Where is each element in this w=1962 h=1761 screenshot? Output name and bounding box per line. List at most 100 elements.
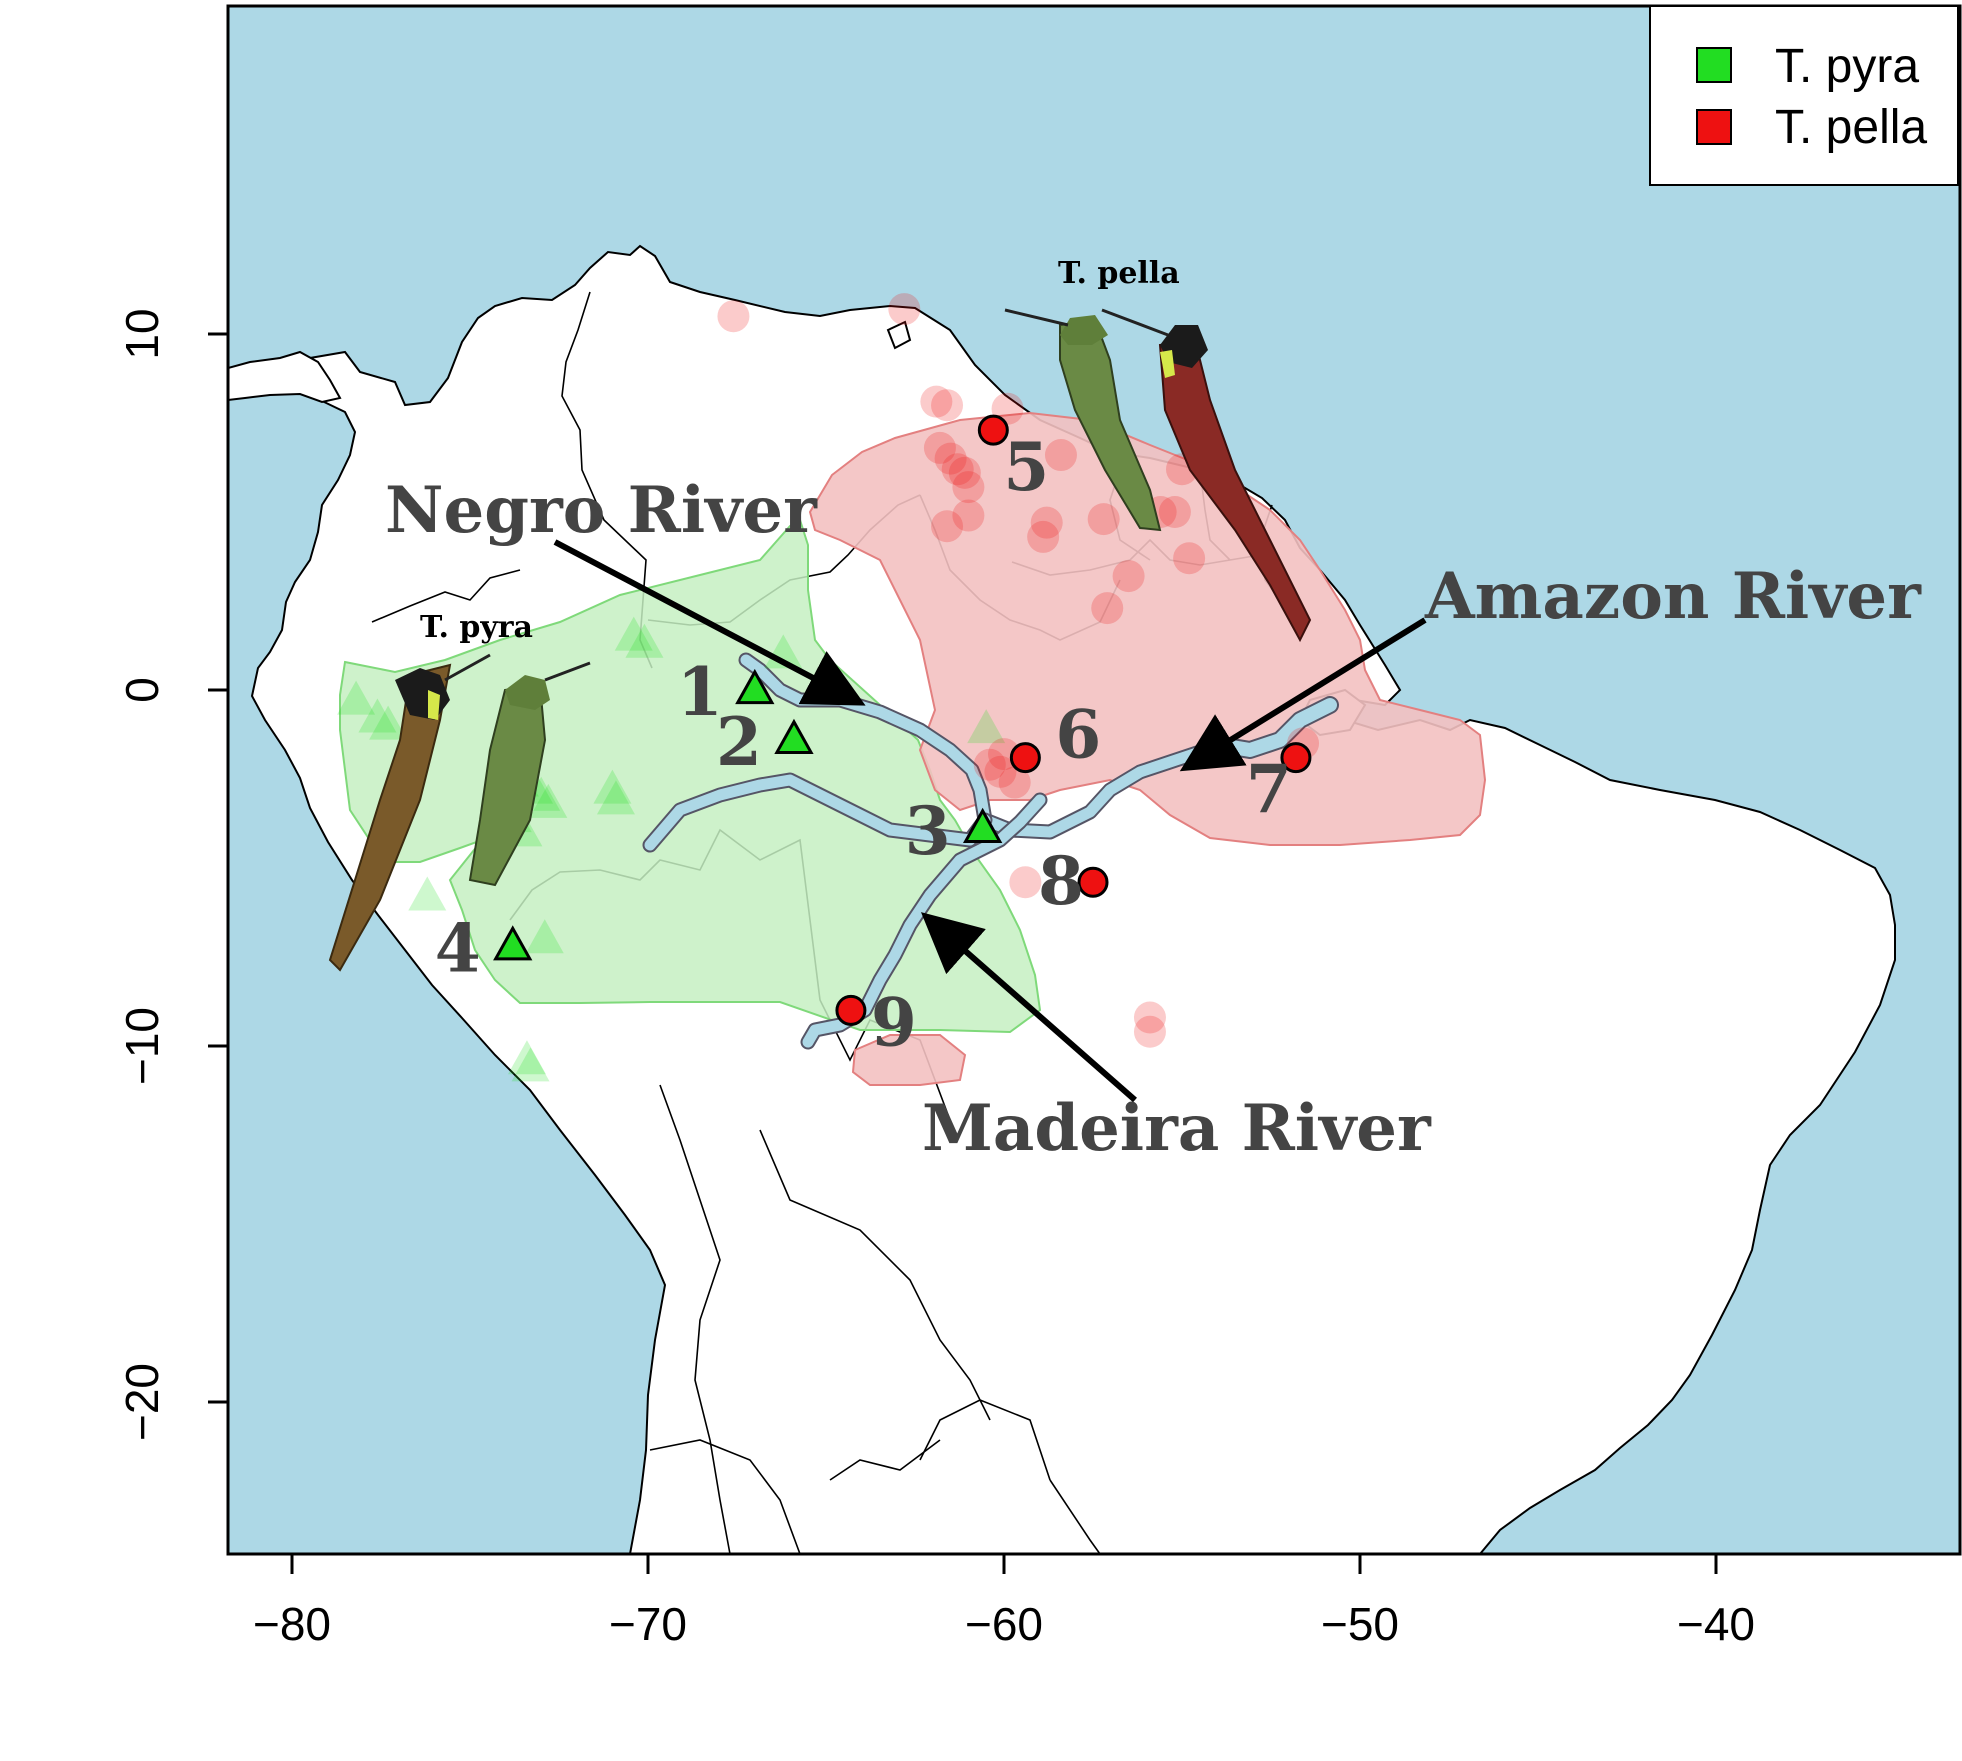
trinidad-island (886, 320, 912, 350)
pyra-bird-left-throat (428, 690, 440, 720)
pella-occurrence (888, 293, 921, 326)
pyra-occurrence (507, 1040, 546, 1075)
pella-site-marker (1077, 866, 1109, 898)
pyra-site-marker (774, 718, 814, 754)
pella-bird-illustration (1004, 308, 1312, 643)
pyra-occurrence (337, 680, 376, 715)
pella-bird-right-body (1158, 338, 1312, 643)
pyra-occurrence (408, 876, 447, 911)
pella-site-number: 6 (1055, 696, 1101, 774)
pyra-site-number: 1 (677, 653, 723, 731)
pyra-bird-right-head (505, 675, 550, 710)
pyra-bird-illustration (328, 653, 591, 972)
pella-occurrence (1030, 506, 1063, 539)
pyra-occurrence (529, 783, 568, 818)
negro-river-label: Negro River (385, 473, 818, 548)
pyra-site-marker (735, 668, 775, 705)
pella-site-number: 9 (871, 983, 917, 1061)
pella-site-number: 8 (1038, 842, 1084, 920)
pyra-site-marker (493, 925, 533, 961)
pyra-occurrence (593, 769, 632, 804)
river-arrows (553, 539, 1427, 1103)
pella-bird-right-bill (1101, 308, 1169, 337)
pella-occurrence (998, 766, 1031, 799)
pella-bird-left-body (1059, 318, 1162, 532)
pella-bird-right-throat (1160, 350, 1175, 378)
pella-site-marker (835, 994, 867, 1026)
pyra-site-number: 4 (435, 909, 481, 987)
pella-site-number: 5 (1003, 428, 1049, 506)
pella-occurrence (984, 755, 1017, 788)
y-tick-label: 10 (116, 308, 168, 359)
legend-label-pyra: T. pyra (1775, 40, 1919, 93)
negro-river-arrow (553, 539, 866, 706)
pella-occurrence (934, 442, 967, 475)
pella-occurrence (717, 300, 750, 333)
pella-occurrence (931, 510, 964, 543)
legend-swatch-pella (1696, 109, 1732, 145)
pyra-bird-left-bill (444, 653, 491, 682)
pella-occurrence (941, 453, 974, 486)
pella-occurrence (1158, 496, 1191, 528)
rivers (642, 652, 1339, 1050)
pella-bird-left-head (1060, 315, 1108, 345)
legend-swatch-pyra (1696, 47, 1732, 83)
pyra-site-marker (962, 807, 1003, 843)
pella-sample-sites: 5 6 7 8 9 (835, 414, 1312, 1061)
pella-occurrence (1087, 503, 1120, 536)
pella-occurrence (973, 748, 1006, 781)
central-america-land (228, 350, 342, 404)
pella-range (808, 411, 1487, 846)
x-tick-label: −70 (609, 1598, 687, 1650)
pyra-occurrence (614, 616, 653, 651)
x-tick-label: −80 (253, 1598, 331, 1650)
pella-occurrence (1091, 592, 1124, 625)
pyra-occurrence (525, 919, 564, 954)
y-tick-label: −20 (116, 1363, 168, 1441)
legend-label-pella: T. pella (1775, 101, 1927, 154)
pella-site-number: 7 (1246, 751, 1292, 829)
pyra-occurrence (369, 705, 408, 740)
pella-occurrence (1133, 1001, 1166, 1034)
x-tick-label: −50 (1321, 1598, 1399, 1650)
pyra-site-number: 3 (905, 792, 951, 870)
pella-occurrence-points (717, 293, 1320, 1048)
pyra-bird-right-bill (544, 661, 591, 682)
pella-bird-left-bill (1004, 308, 1069, 327)
amazon-river-arrow (1179, 617, 1427, 772)
pella-occurrence (952, 499, 985, 532)
pyra-occurrence (358, 698, 397, 733)
pella-occurrence (1009, 866, 1042, 899)
pella-site-marker (977, 414, 1009, 446)
pyra-birds-label: T. pyra (420, 610, 533, 645)
x-tick-label: −60 (965, 1598, 1043, 1650)
pella-occurrence (1133, 1015, 1166, 1048)
amazon-river-label: Amazon River (1424, 559, 1922, 634)
pella-occurrence (948, 456, 981, 489)
pyra-occurrence (596, 780, 635, 815)
pella-occurrence (920, 385, 953, 418)
pyra-occurrence (511, 1047, 550, 1082)
x-axis: −80 −70 −60 −50 −40 (253, 1554, 1755, 1650)
legend-box (1649, 5, 1959, 186)
y-tick-label: 0 (116, 677, 168, 703)
pella-occurrence (931, 389, 964, 422)
pyra-sample-sites: 12 3 4 (435, 653, 1003, 987)
pella-occurrence (1112, 560, 1145, 593)
y-tick-label: −10 (116, 1007, 168, 1085)
pyra-occurrence (625, 623, 664, 658)
y-axis: 10 0 −10 −20 (116, 308, 228, 1441)
pyra-occurrence (967, 709, 1006, 744)
pella-occurrence (923, 431, 956, 464)
pella-occurrence (1044, 439, 1077, 472)
pella-birds-label: T. pella (1058, 256, 1180, 291)
x-tick-label: −40 (1677, 1598, 1755, 1650)
madeira-river-label: Madeira River (922, 1091, 1432, 1166)
pella-site-marker (1009, 742, 1041, 774)
pyra-range (339, 518, 1042, 1034)
pella-occurrence (1173, 542, 1206, 575)
legend: T. pyra T. pella (1649, 5, 1959, 186)
pella-site-marker (1280, 742, 1312, 774)
plot-frame (226, 4, 1962, 1556)
